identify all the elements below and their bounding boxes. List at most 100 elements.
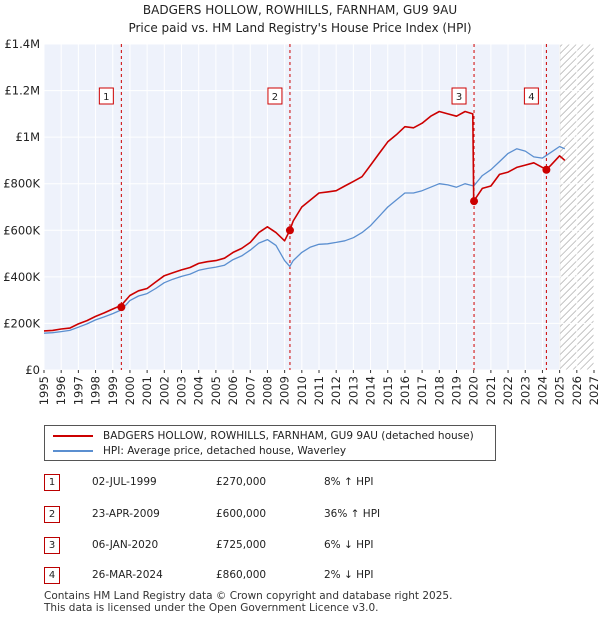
x-tick-label: 2025 xyxy=(553,376,567,405)
x-tick-label: 2016 xyxy=(398,376,412,405)
transaction-price: £270,000 xyxy=(216,476,267,488)
transaction-label-box xyxy=(98,87,114,105)
transaction-label: 3 xyxy=(456,92,462,103)
transaction-label-box xyxy=(451,87,467,105)
x-tick-label: 2013 xyxy=(346,376,360,405)
forecast-hatch xyxy=(559,180,594,216)
x-tick-label: 2000 xyxy=(123,376,137,405)
x-tick-label: 2015 xyxy=(381,376,395,405)
y-tick-label: £1.2M xyxy=(4,84,40,98)
forecast-hatch xyxy=(559,194,594,230)
y-tick-label: £0 xyxy=(25,363,40,377)
x-tick-label: 2002 xyxy=(157,376,171,405)
x-tick-label: 2006 xyxy=(226,376,240,405)
transaction-marker xyxy=(542,165,551,174)
transaction-marker xyxy=(285,226,294,235)
x-tick-label: 1997 xyxy=(71,376,85,405)
x-tick-label: 2012 xyxy=(329,376,343,405)
legend-label-hpi: HPI: Average price, detached house, Wave… xyxy=(103,445,347,457)
forecast-hatch xyxy=(559,82,594,118)
y-tick-label: £600K xyxy=(3,223,40,237)
x-tick-label: 2020 xyxy=(467,376,481,405)
y-tick-label: £1M xyxy=(15,130,40,144)
transaction-hpi: 8% ↑ HPI xyxy=(324,476,374,488)
forecast-hatch xyxy=(559,201,594,237)
transaction-date: 02-JUL-1999 xyxy=(92,476,157,488)
y-tick-label: £1.4M xyxy=(4,37,40,51)
transaction-hpi: 6% ↓ HPI xyxy=(324,539,374,551)
x-tick-label: 2008 xyxy=(260,376,274,405)
transaction-row: 2 23-APR-2009 £600,000 36% ↑ HPI xyxy=(44,506,564,524)
x-tick-label: 2026 xyxy=(570,376,584,405)
transaction-price: £600,000 xyxy=(216,508,267,520)
legend-label-price: BADGERS HOLLOW, ROWHILLS, FARNHAM, GU9 9… xyxy=(103,430,474,442)
forecast-hatch xyxy=(559,68,594,104)
legend: BADGERS HOLLOW, ROWHILLS, FARNHAM, GU9 9… xyxy=(44,425,496,461)
transaction-label-box xyxy=(523,87,539,105)
x-tick-label: 2023 xyxy=(518,376,532,405)
transaction-price: £725,000 xyxy=(216,539,267,551)
legend-item-hpi: HPI: Average price, detached house, Wave… xyxy=(53,444,346,458)
footer-licence: This data is licensed under the Open Gov… xyxy=(44,602,379,614)
x-tick-label: 2004 xyxy=(192,376,206,405)
y-tick-label: £800K xyxy=(3,177,40,191)
price-paid-line xyxy=(43,110,566,332)
x-tick-label: 2009 xyxy=(278,376,292,405)
x-tick-label: 2001 xyxy=(140,376,154,405)
x-tick-label: 1999 xyxy=(106,376,120,405)
forecast-hatch xyxy=(559,96,594,132)
forecast-hatch xyxy=(559,75,594,111)
transaction-label: 1 xyxy=(103,92,109,103)
forecast-hatch xyxy=(559,292,594,328)
x-tick-label: 2018 xyxy=(432,376,446,405)
transaction-number: 1 xyxy=(44,474,60,491)
x-tick-label: 2022 xyxy=(501,376,515,405)
transaction-row: 4 26-MAR-2024 £860,000 2% ↓ HPI xyxy=(44,567,564,585)
y-tick-label: £400K xyxy=(3,270,40,284)
transaction-marker xyxy=(470,197,479,206)
transaction-date: 06-JAN-2020 xyxy=(92,539,159,551)
forecast-hatch xyxy=(559,285,594,321)
transaction-marker xyxy=(117,303,126,312)
forecast-hatch xyxy=(593,369,594,370)
transaction-number: 3 xyxy=(44,537,60,554)
x-tick-label: 2007 xyxy=(243,376,257,405)
x-tick-label: 1998 xyxy=(89,376,103,405)
transaction-date: 26-MAR-2024 xyxy=(92,569,163,581)
transaction-row: 1 02-JUL-1999 £270,000 8% ↑ HPI xyxy=(44,474,564,492)
chart-title: BADGERS HOLLOW, ROWHILLS, FARNHAM, GU9 9… xyxy=(143,3,457,17)
transaction-row: 3 06-JAN-2020 £725,000 6% ↓ HPI xyxy=(44,537,564,555)
x-tick-label: 1995 xyxy=(37,376,51,405)
x-tick-label: 2003 xyxy=(175,376,189,405)
footer-copyright: Contains HM Land Registry data © Crown c… xyxy=(44,590,453,602)
x-tick-label: 2005 xyxy=(209,376,223,405)
x-tick-label: 2027 xyxy=(587,376,600,405)
legend-swatch-hpi xyxy=(53,450,93,452)
x-tick-label: 2011 xyxy=(312,376,326,405)
chart-subtitle: Price paid vs. HM Land Registry's House … xyxy=(128,21,471,35)
forecast-hatch xyxy=(559,313,594,349)
forecast-hatch xyxy=(559,187,594,223)
transaction-number: 2 xyxy=(44,506,60,523)
footer: Contains HM Land Registry data © Crown c… xyxy=(44,590,452,614)
forecast-hatch xyxy=(559,306,594,342)
y-tick-label: £200K xyxy=(3,316,40,330)
x-tick-label: 2024 xyxy=(535,376,549,405)
x-tick-label: 2017 xyxy=(415,376,429,405)
price-chart: BADGERS HOLLOW, ROWHILLS, FARNHAM, GU9 9… xyxy=(3,3,600,405)
forecast-hatch xyxy=(559,299,594,335)
transaction-label-box xyxy=(267,87,283,105)
x-tick-label: 1996 xyxy=(54,376,68,405)
forecast-hatch xyxy=(559,89,594,125)
x-tick-label: 2010 xyxy=(295,376,309,405)
legend-item-price: BADGERS HOLLOW, ROWHILLS, FARNHAM, GU9 9… xyxy=(53,429,474,443)
forecast-hatch xyxy=(559,173,594,209)
transaction-hpi: 2% ↓ HPI xyxy=(324,569,374,581)
transaction-hpi: 36% ↑ HPI xyxy=(324,508,381,520)
transaction-label: 2 xyxy=(272,92,278,103)
transaction-date: 23-APR-2009 xyxy=(92,508,160,520)
hpi-line xyxy=(43,145,566,334)
x-tick-label: 2014 xyxy=(364,376,378,405)
transaction-label: 4 xyxy=(528,92,534,103)
legend-swatch-price xyxy=(53,435,93,437)
